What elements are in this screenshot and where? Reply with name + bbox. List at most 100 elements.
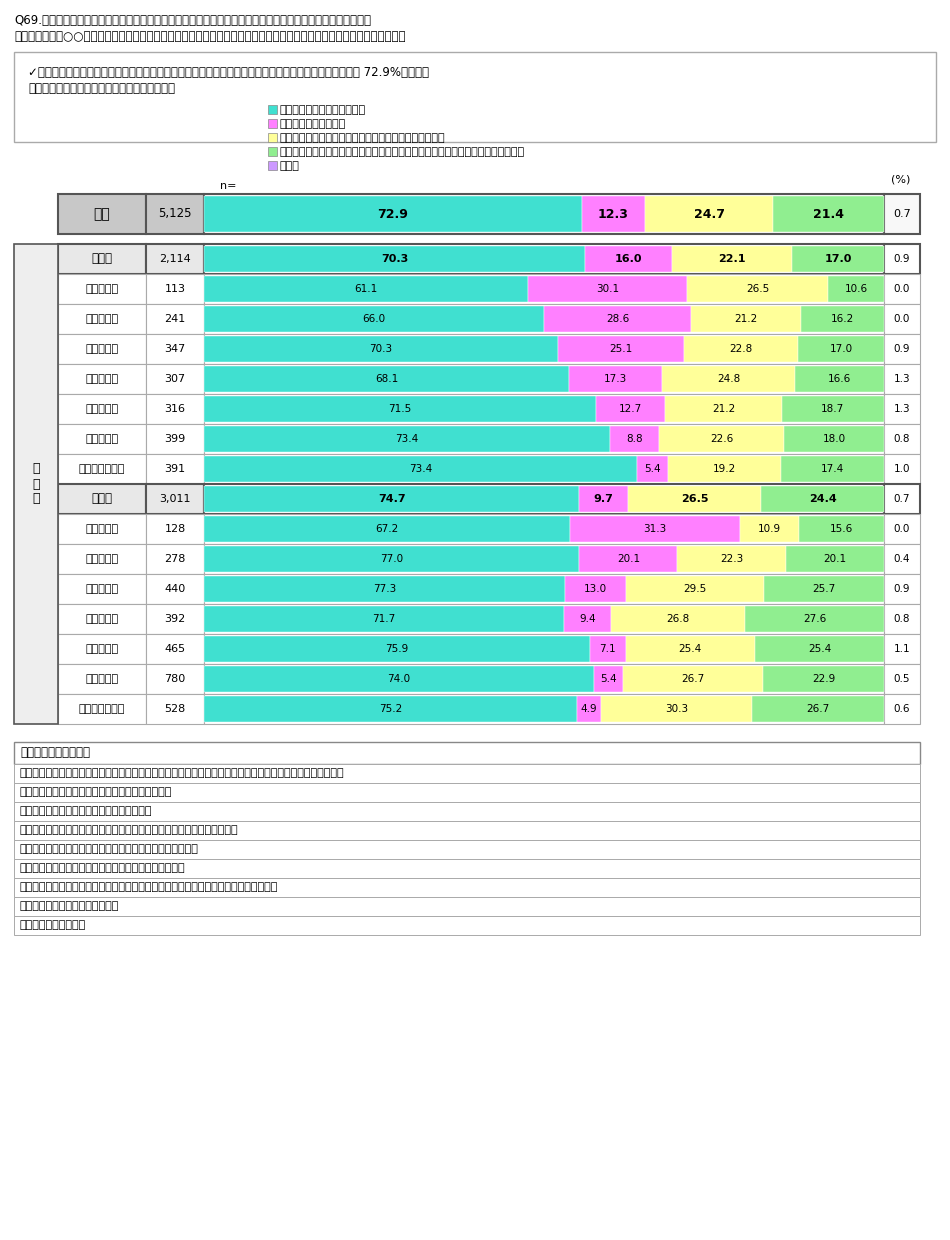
Text: 347: 347 — [164, 343, 185, 353]
Text: 女性２０代: 女性２０代 — [86, 554, 119, 564]
Bar — [884, 244, 920, 274]
Bar — [146, 365, 204, 394]
Bar — [795, 366, 884, 392]
Bar — [204, 334, 884, 365]
Bar — [268, 105, 277, 114]
Bar — [204, 577, 565, 601]
Text: 17.0: 17.0 — [829, 343, 853, 353]
Text: 0.0: 0.0 — [894, 284, 910, 294]
Bar — [204, 193, 884, 234]
Bar — [884, 574, 920, 604]
Bar — [565, 577, 626, 601]
Text: 1.3: 1.3 — [894, 374, 910, 384]
Bar — [204, 306, 544, 332]
Text: 66.0: 66.0 — [363, 314, 386, 324]
Text: 0.9: 0.9 — [894, 343, 910, 353]
Bar — [884, 484, 920, 515]
Bar — [884, 694, 920, 724]
Text: 18.7: 18.7 — [821, 404, 845, 414]
Text: 17.4: 17.4 — [821, 464, 845, 474]
Bar — [204, 486, 580, 512]
Text: 男性５０代: 男性５０代 — [86, 404, 119, 414]
Bar — [204, 663, 884, 694]
Bar — [786, 546, 884, 572]
Text: 74.7: 74.7 — [378, 494, 406, 503]
Bar — [146, 544, 204, 574]
Bar — [558, 336, 684, 362]
Bar — [884, 634, 920, 663]
Bar — [884, 515, 920, 544]
Text: 添加物は身体に良くないイメージがあるから: 添加物は身体に良くないイメージがあるから — [20, 806, 153, 816]
Bar — [672, 246, 791, 272]
Text: 70.3: 70.3 — [370, 343, 392, 353]
Text: 77.3: 77.3 — [373, 584, 396, 594]
Bar — [204, 196, 581, 232]
Text: 0.8: 0.8 — [894, 614, 910, 624]
Bar — [58, 694, 146, 724]
Bar — [14, 764, 920, 782]
Bar — [662, 366, 795, 392]
Bar — [58, 334, 146, 365]
Text: 26.5: 26.5 — [746, 284, 770, 294]
Text: 18.0: 18.0 — [823, 434, 846, 444]
Text: 74.0: 74.0 — [388, 675, 410, 684]
Text: 22.1: 22.1 — [718, 254, 746, 264]
Bar — [204, 304, 884, 334]
Bar — [204, 574, 884, 604]
Text: 20.1: 20.1 — [824, 554, 846, 564]
Text: 女性計: 女性計 — [91, 492, 112, 506]
Text: 0.8: 0.8 — [894, 434, 910, 444]
Bar — [763, 666, 884, 692]
Text: アレルギーを持っているから　／アナフィラキシー症状防止: アレルギーを持っているから ／アナフィラキシー症状防止 — [20, 844, 199, 854]
Text: 113: 113 — [164, 284, 185, 294]
Text: ✓　商品選択時に表示がある商品を購入している者の理由としては、「安全で健康に良さそうなため」が 72.9%と最も多: ✓ 商品選択時に表示がある商品を購入している者の理由としては、「安全で健康に良さ… — [28, 66, 429, 79]
Text: 24.4: 24.4 — [808, 494, 837, 503]
Text: 男性計: 男性計 — [91, 253, 112, 265]
Bar — [626, 577, 764, 601]
Bar — [268, 161, 277, 170]
Bar — [58, 304, 146, 334]
Bar — [884, 604, 920, 634]
Text: 男性７０代以上: 男性７０代以上 — [79, 464, 125, 474]
Bar — [14, 897, 920, 916]
Bar — [601, 696, 751, 722]
Text: 0.6: 0.6 — [894, 704, 910, 714]
Bar — [628, 486, 761, 512]
Text: 2,114: 2,114 — [160, 254, 191, 264]
Bar — [14, 916, 920, 935]
Bar — [146, 574, 204, 604]
Text: 24.8: 24.8 — [717, 374, 740, 384]
Bar — [146, 634, 204, 663]
Text: 男性２０代: 男性２０代 — [86, 314, 119, 324]
Bar — [884, 193, 920, 234]
Text: 0.7: 0.7 — [894, 494, 910, 503]
Text: 美味しそうであるため: 美味しそうであるため — [280, 119, 346, 129]
Bar — [146, 484, 204, 515]
Bar — [204, 394, 884, 424]
Bar — [204, 454, 884, 484]
Text: 男性３０代: 男性３０代 — [86, 343, 119, 353]
Bar — [268, 148, 277, 156]
Bar — [58, 365, 146, 394]
Text: 241: 241 — [164, 314, 185, 324]
Bar — [577, 696, 601, 722]
Text: 71.7: 71.7 — [372, 614, 395, 624]
Text: 5.4: 5.4 — [644, 464, 661, 474]
Text: 20.1: 20.1 — [617, 554, 640, 564]
Text: 391: 391 — [164, 464, 185, 474]
Bar — [58, 454, 146, 484]
Bar — [692, 306, 801, 332]
Bar — [782, 396, 884, 422]
Bar — [268, 119, 277, 128]
Text: 17.3: 17.3 — [604, 374, 627, 384]
Text: 家族の持病で摄取しない方が良い食品添加物があるから: 家族の持病で摄取しない方が良い食品添加物があるから — [20, 863, 185, 873]
Text: 316: 316 — [164, 404, 185, 414]
Bar — [146, 663, 204, 694]
Bar — [146, 515, 204, 544]
Text: 女性６０代: 女性６０代 — [86, 675, 119, 684]
Bar — [782, 456, 884, 482]
Bar — [626, 636, 755, 662]
Bar — [645, 196, 773, 232]
Text: 男性４０代: 男性４０代 — [86, 374, 119, 384]
Text: 0.5: 0.5 — [894, 675, 910, 684]
